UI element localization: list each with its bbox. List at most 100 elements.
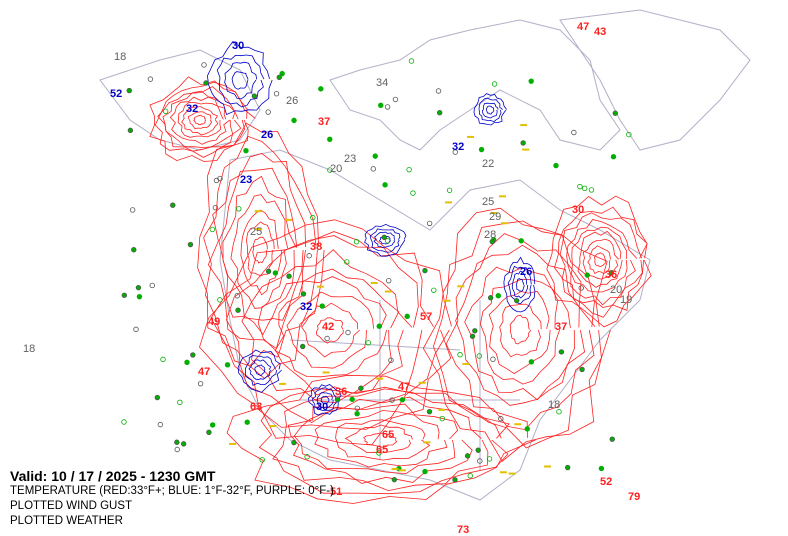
coastline [99, 49, 261, 151]
station-marker [376, 323, 382, 329]
station-temperature-label: 28 [484, 229, 496, 241]
cold-temperature-contour [503, 256, 536, 313]
cold-temperature-contour [478, 97, 503, 123]
weather-symbol [499, 195, 507, 198]
legend-weather: PLOTTED WEATHER [10, 515, 123, 527]
weather-symbol [466, 135, 474, 138]
cold-temperature-contour [364, 223, 407, 257]
warm-temperature-contour [193, 114, 207, 126]
station-marker [190, 352, 196, 358]
station-marker [217, 175, 223, 182]
station-marker [170, 202, 176, 208]
weather-symbol [508, 472, 516, 475]
station-marker [388, 357, 394, 363]
warm-temperature-contour [240, 209, 283, 296]
station-marker [584, 272, 590, 278]
warm-temperature-contour [187, 111, 213, 130]
weather-symbol [499, 471, 507, 474]
station-marker [391, 476, 398, 483]
station-temperature-label: 18 [548, 399, 560, 411]
station-temperature-label: 25 [250, 226, 262, 238]
station-marker [382, 182, 388, 188]
station-marker [135, 284, 142, 291]
warm-temperature-contour [464, 266, 575, 401]
cold-temperature-contour [373, 231, 395, 249]
station-marker [354, 405, 361, 411]
warm-temperature-contour [199, 219, 452, 446]
station-marker [436, 109, 443, 116]
cold-temperature-contour [369, 228, 401, 253]
weather-symbol [279, 382, 287, 385]
station-marker [489, 238, 495, 245]
station-marker [556, 409, 562, 415]
station-marker [327, 167, 333, 173]
coastline [219, 149, 651, 501]
station-marker [291, 439, 297, 446]
station-marker [299, 343, 306, 350]
cold-temperature-contour [481, 102, 499, 119]
station-marker [410, 190, 416, 196]
station-marker [439, 415, 445, 422]
station-marker [157, 421, 164, 428]
cold-temperature-contour [206, 40, 273, 116]
warm-temperature-contour [286, 291, 374, 369]
warm-temperature-contour [479, 278, 560, 385]
station-marker [498, 416, 504, 422]
station-marker [319, 303, 325, 309]
warm-temperature-label: 49 [208, 316, 220, 328]
station-marker [578, 285, 584, 291]
warm-temperature-contour [207, 152, 306, 350]
station-marker [422, 267, 428, 274]
warm-temperature-contour [571, 226, 628, 293]
warm-temperature-label: 36 [605, 269, 617, 281]
warm-temperature-label: 47 [577, 21, 589, 33]
station-marker [469, 333, 476, 339]
station-temperature-label: 20 [330, 163, 342, 175]
weather-symbol [500, 222, 508, 225]
cold-temperature-contour [473, 93, 507, 126]
warm-temperature-contour [225, 235, 423, 424]
station-marker [426, 408, 433, 415]
cold-temperature-label: 26 [261, 129, 273, 141]
warm-temperature-contour [315, 317, 344, 344]
station-marker [324, 335, 330, 342]
station-marker [486, 456, 493, 462]
warm-temperature-contour [363, 432, 398, 448]
station-marker [553, 162, 559, 169]
station-marker [446, 187, 453, 193]
warm-temperature-contour [157, 86, 242, 152]
weather-symbol [522, 148, 530, 151]
station-marker [187, 241, 194, 248]
warm-temperature-contour [226, 374, 536, 504]
station-marker [518, 238, 524, 244]
warm-temperature-contour [210, 231, 450, 430]
station-marker [162, 108, 169, 114]
station-marker [381, 234, 387, 241]
station-marker [475, 447, 481, 453]
station-marker [318, 86, 324, 92]
station-marker [406, 166, 412, 173]
warm-temperature-contour [445, 233, 596, 431]
station-marker [279, 70, 285, 77]
cold-temperature-label: 30 [316, 401, 328, 413]
warm-temperature-contour [293, 403, 459, 475]
cold-temperature-contour [224, 61, 258, 100]
warm-temperature-contour [433, 220, 602, 449]
cold-temperature-contour [216, 54, 265, 108]
station-marker [236, 206, 242, 212]
station-marker [431, 287, 437, 293]
warm-temperature-contour [344, 424, 413, 454]
station-marker [452, 149, 458, 155]
warm-temperature-contour [246, 221, 275, 277]
cold-temperature-label: 23 [240, 174, 252, 186]
station-marker [612, 110, 618, 116]
station-marker [133, 326, 139, 333]
weather-symbol [490, 212, 498, 215]
cold-temperature-label: 52 [110, 88, 122, 100]
station-marker [495, 293, 501, 299]
warm-temperature-label: 47 [198, 366, 210, 378]
warm-temperature-label: 42 [322, 321, 334, 333]
warm-temperature-contour [252, 236, 268, 264]
warm-temperature-contour [301, 302, 360, 358]
